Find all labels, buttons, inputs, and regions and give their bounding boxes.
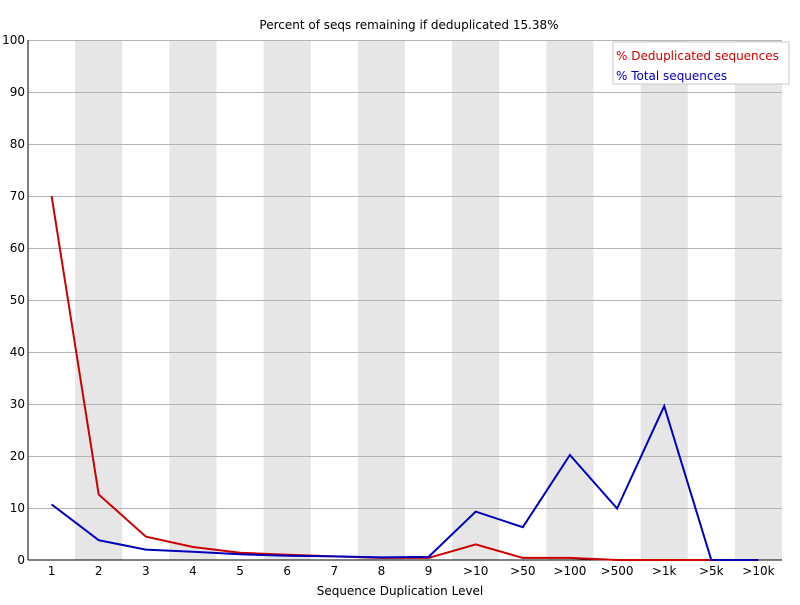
x-tick-label: 6 <box>283 564 291 578</box>
gridlines <box>28 40 782 509</box>
x-tick-label: 7 <box>330 564 338 578</box>
series-lines <box>50 195 759 561</box>
x-tick-label: >10k <box>742 564 774 578</box>
x-tick-labels: 1 2 3 4 5 6 7 8 9 >10 >50 >100 >500 >1k >5k >10k <box>48 564 775 578</box>
x-tick-label: >10 <box>463 564 488 578</box>
series-line-total <box>50 403 759 561</box>
x-tick-label: 2 <box>95 564 103 578</box>
x-tick-label: >100 <box>553 564 586 578</box>
x-tick-label: 1 <box>48 564 56 578</box>
x-axis-label: Sequence Duplication Level <box>317 584 484 598</box>
legend-entry-deduplicated: % Deduplicated sequences <box>616 49 779 63</box>
y-tick-labels: 0 10 20 30 40 50 60 70 80 90 100 <box>2 33 25 567</box>
y-tick-label: 20 <box>10 449 25 463</box>
y-tick-label: 100 <box>2 33 25 47</box>
x-tick-label: 5 <box>236 564 244 578</box>
chart-title: Percent of seqs remaining if deduplicate… <box>259 18 558 32</box>
legend: % Deduplicated sequences % Total sequenc… <box>612 41 790 85</box>
y-tick-label: 90 <box>10 85 25 99</box>
y-tick-label: 30 <box>10 397 25 411</box>
y-tick-label: 40 <box>10 345 25 359</box>
y-tick-label: 70 <box>10 189 25 203</box>
x-tick-label: >50 <box>510 564 535 578</box>
y-tick-label: 0 <box>17 553 25 567</box>
legend-box <box>612 41 790 85</box>
y-tick-label: 50 <box>10 293 25 307</box>
y-tick-label: 60 <box>10 241 25 255</box>
y-tick-label: 10 <box>10 501 25 515</box>
x-tick-label: >1k <box>652 564 677 578</box>
x-tick-label: 9 <box>425 564 433 578</box>
x-tick-label: 4 <box>189 564 197 578</box>
y-tick-label: 80 <box>10 137 25 151</box>
legend-entry-total: % Total sequences <box>616 69 727 83</box>
x-tick-label: >500 <box>601 564 634 578</box>
x-tick-label: >5k <box>699 564 724 578</box>
x-tick-label: 3 <box>142 564 150 578</box>
x-tick-label: 8 <box>378 564 386 578</box>
